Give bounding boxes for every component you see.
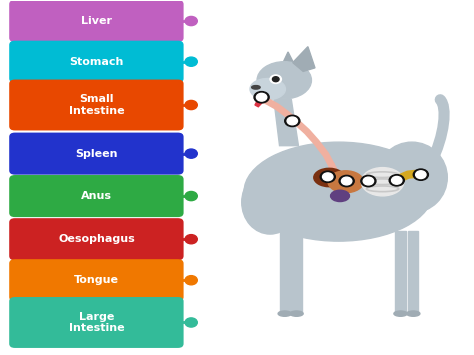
Circle shape [185,149,197,158]
Circle shape [270,75,282,83]
Ellipse shape [278,311,292,316]
Ellipse shape [330,190,349,202]
FancyBboxPatch shape [9,297,183,348]
Circle shape [185,100,197,110]
Text: Stomach: Stomach [69,57,124,67]
Ellipse shape [244,142,433,241]
Circle shape [273,77,279,82]
Circle shape [392,176,402,184]
Polygon shape [274,100,299,146]
Polygon shape [255,96,264,107]
Circle shape [185,16,197,26]
Polygon shape [280,230,290,312]
Circle shape [256,93,267,101]
FancyBboxPatch shape [9,259,183,301]
Circle shape [341,177,352,185]
Circle shape [287,117,298,125]
Circle shape [389,175,404,186]
Ellipse shape [250,78,285,100]
Circle shape [185,275,197,285]
Polygon shape [408,230,419,312]
Circle shape [320,171,335,182]
Circle shape [339,175,354,187]
Text: Spleen: Spleen [75,149,118,159]
Ellipse shape [407,311,420,316]
Circle shape [185,57,197,66]
Circle shape [185,318,197,327]
Ellipse shape [314,168,345,187]
Ellipse shape [257,62,311,99]
Ellipse shape [290,311,303,316]
FancyBboxPatch shape [9,0,183,42]
FancyBboxPatch shape [9,218,183,260]
Polygon shape [293,47,315,71]
Text: Large
Intestine: Large Intestine [69,312,124,333]
Ellipse shape [328,171,364,193]
Ellipse shape [252,86,260,89]
Circle shape [363,177,374,185]
Text: Small
Intestine: Small Intestine [69,94,124,116]
Ellipse shape [242,170,299,234]
Circle shape [185,235,197,244]
Circle shape [361,175,376,187]
Ellipse shape [394,311,407,316]
FancyBboxPatch shape [9,41,183,83]
Polygon shape [395,230,406,312]
Ellipse shape [361,168,404,196]
FancyBboxPatch shape [9,132,183,175]
Text: Tongue: Tongue [74,275,119,285]
Circle shape [413,169,428,180]
Circle shape [285,115,300,127]
Text: Anus: Anus [81,191,112,201]
Text: Oesophagus: Oesophagus [58,234,135,244]
Polygon shape [282,52,296,71]
Text: Liver: Liver [81,16,112,26]
Polygon shape [292,230,302,312]
Circle shape [416,171,426,179]
Circle shape [322,173,333,181]
Ellipse shape [376,142,447,213]
FancyBboxPatch shape [9,175,183,217]
Circle shape [185,191,197,201]
FancyBboxPatch shape [9,80,183,131]
Circle shape [254,92,269,103]
